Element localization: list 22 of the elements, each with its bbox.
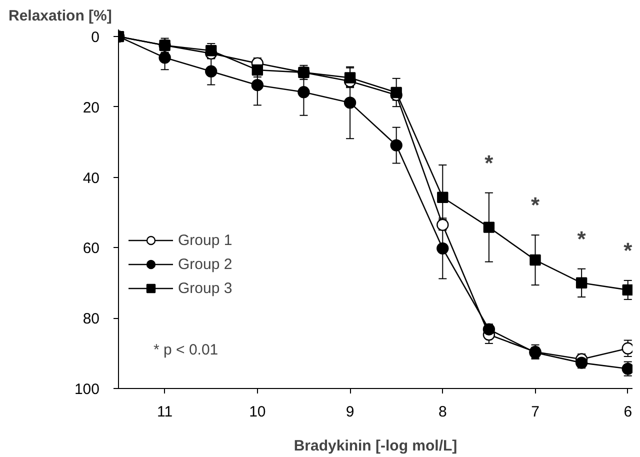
x-tick-label: 11 bbox=[157, 404, 173, 420]
y-tick-label: 60 bbox=[82, 240, 100, 258]
data-label: * bbox=[530, 192, 540, 218]
legend-label: Group 3 bbox=[178, 280, 232, 296]
x-tick-label: 6 bbox=[624, 404, 632, 420]
legend-label: Group 1 bbox=[178, 232, 232, 248]
data-label: * bbox=[577, 226, 586, 252]
y-tick-label: 100 bbox=[74, 381, 100, 398]
legend-label: Group 2 bbox=[178, 256, 232, 272]
data-label: * bbox=[624, 238, 633, 263]
annotation: * p < 0.01 bbox=[154, 342, 218, 358]
x-tick-label: 10 bbox=[249, 404, 266, 420]
x-tick-label: 9 bbox=[346, 404, 354, 420]
y-tick-label: 80 bbox=[82, 310, 100, 328]
x-axis-title: Bradykinin [-log mol/L] bbox=[294, 438, 458, 454]
y-tick-label: 0 bbox=[91, 29, 100, 46]
y-tick-label: 40 bbox=[82, 170, 100, 187]
x-tick-label: 8 bbox=[438, 404, 447, 420]
y-axis-title: Relaxation [%] bbox=[8, 8, 112, 24]
data-label: * bbox=[484, 150, 494, 176]
y-tick-label: 20 bbox=[82, 99, 100, 116]
x-tick-label: 7 bbox=[531, 404, 540, 420]
